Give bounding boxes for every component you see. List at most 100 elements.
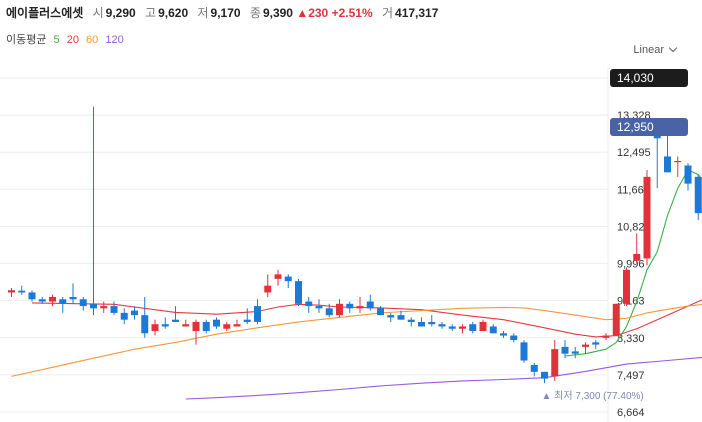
candle-body [684, 165, 692, 184]
low-price: 9,170 [210, 6, 241, 20]
candle-body [469, 324, 477, 332]
candle-body [28, 292, 36, 300]
y-tick-label: 11,662 [617, 184, 650, 196]
open-price: 9,290 [105, 6, 136, 20]
moving-average-legend[interactable]: 이동평균 5 20 60 120 [6, 31, 128, 47]
candle-body [602, 335, 610, 338]
candle-body [397, 315, 405, 320]
y-tick-label: 6,664 [617, 407, 645, 419]
candle-body [131, 310, 138, 316]
candle-body [428, 321, 436, 325]
candle-body [571, 351, 579, 354]
candle-body [592, 342, 600, 345]
ma-line-120 [185, 356, 702, 400]
candle-body [582, 344, 589, 347]
low-annotation: ▲ 최저 7,300 (77.40%) [542, 390, 644, 402]
candle-body [295, 281, 302, 304]
candle-body [633, 253, 641, 261]
ma-line-60 [11, 303, 702, 377]
candle-body [664, 156, 671, 173]
candle-body [254, 306, 261, 322]
candle-body [182, 324, 190, 327]
candle-body [500, 333, 507, 336]
current-price-badge [610, 69, 688, 87]
candle-body [612, 303, 620, 336]
candle-body [243, 319, 251, 322]
ma-line-20 [31, 299, 702, 338]
candle-body [674, 160, 682, 163]
candle-body [623, 269, 630, 304]
low-label: 저 [197, 6, 209, 20]
y-tick-label: 12,495 [617, 147, 651, 159]
candle-body [49, 297, 56, 302]
candle-body [305, 301, 313, 307]
candle-body [120, 312, 128, 320]
y-tick-label: 9,163 [617, 296, 645, 308]
candle-body [459, 326, 466, 329]
candle-body [520, 342, 528, 361]
candle-body [141, 315, 149, 334]
candle-body [510, 335, 518, 341]
scale-type-dropdown[interactable]: Linear [633, 43, 678, 56]
candle-body [346, 303, 354, 309]
candle-body [274, 274, 282, 279]
close-price: 9,390 [262, 6, 293, 20]
candle-body [418, 321, 425, 327]
candle-body [90, 303, 97, 309]
change-up-icon: ▲ [296, 6, 309, 20]
candle-body [69, 297, 77, 300]
candle-body [213, 319, 220, 327]
ma-legend-5: 5 [53, 34, 60, 46]
change-percent: +2.51% [331, 6, 373, 20]
candle-body [325, 308, 333, 316]
candle-body [192, 321, 200, 332]
candle-body [202, 321, 210, 332]
candle-body [561, 346, 569, 354]
candle-body [100, 306, 108, 309]
candle-body [284, 276, 292, 282]
volume-value: 417,317 [395, 6, 439, 20]
ma-price-label: 12,950 [617, 120, 654, 134]
ma-price-badge [610, 117, 688, 136]
candle-body [161, 324, 169, 327]
high-label: 고 [145, 6, 157, 20]
candle-body [38, 299, 46, 302]
candle-body [8, 290, 15, 293]
change-value: 230 [308, 6, 329, 20]
candle-body [551, 349, 559, 377]
candle-body [336, 303, 343, 316]
close-label: 종 [249, 6, 261, 20]
current-price-label: 14,030 [617, 71, 654, 85]
stock-header: 에이플러스에셋 시 9,290 고 9,620 저 9,170 종 9,390 ▲230… [6, 4, 438, 20]
y-tick-label: 7,497 [617, 370, 645, 382]
ma-legend-title: 이동평균 [6, 34, 47, 46]
stock-name: 에이플러스에셋 [6, 6, 84, 20]
candle-body [448, 326, 456, 329]
candle-body [530, 365, 538, 372]
candle-body [79, 299, 87, 307]
high-price: 9,620 [158, 6, 189, 20]
candle-body [356, 306, 364, 309]
ma-legend-20: 20 [66, 34, 79, 46]
candle-body [110, 306, 118, 313]
candle-body [366, 301, 374, 309]
candle-body [541, 371, 548, 379]
candle-body [18, 290, 26, 293]
candle-body [643, 176, 651, 259]
candle-body [172, 319, 179, 322]
ma-legend-60: 60 [86, 34, 99, 46]
candle-body [233, 324, 241, 327]
candle-body [264, 285, 272, 293]
y-tick-label: 9,996 [617, 259, 645, 271]
candle-body [489, 326, 497, 334]
scale-type-label: Linear [633, 44, 664, 56]
ma-legend-120: 120 [105, 34, 124, 46]
candle-body [438, 324, 446, 327]
y-tick-label: 8,330 [617, 333, 645, 345]
candle-body [387, 315, 395, 318]
candle-body [223, 324, 231, 329]
candle-body [59, 299, 67, 304]
ma-line-5 [564, 169, 702, 357]
candle-body [407, 319, 415, 322]
